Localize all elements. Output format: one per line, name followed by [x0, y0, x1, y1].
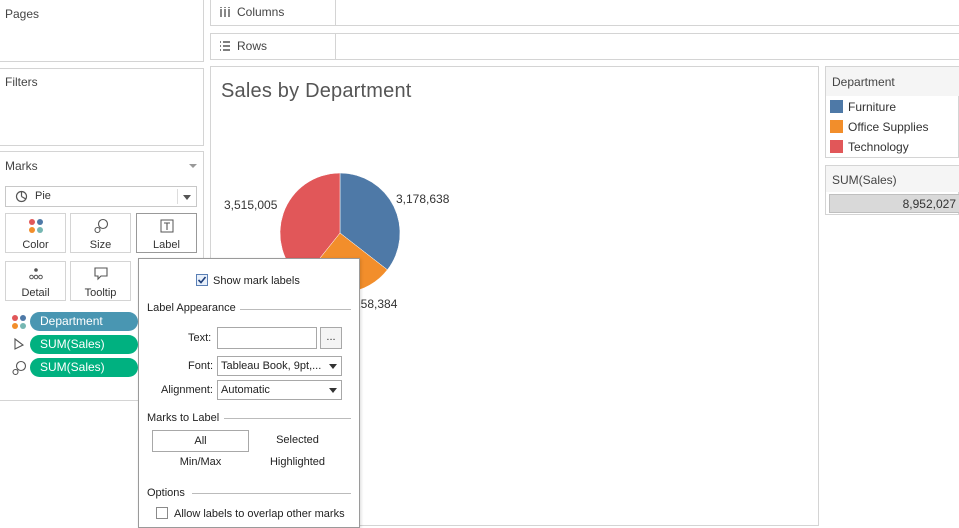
pie-data-label: 258,384 [354, 297, 398, 311]
legend-title: Department [832, 75, 895, 89]
pill-sum-sales-size-text: SUM(Sales) [40, 360, 105, 374]
rows-divider [335, 34, 336, 60]
label-label: Label [153, 239, 180, 251]
marks-option-minmax[interactable]: Min/Max [152, 452, 249, 474]
allow-overlap-checkbox[interactable] [156, 507, 168, 519]
pages-shelf[interactable]: Pages [0, 0, 204, 62]
rows-shelf[interactable]: Rows [210, 33, 959, 60]
rows-label: Rows [237, 39, 268, 53]
color-button[interactable]: Color [5, 213, 66, 253]
chevron-down-icon [183, 195, 191, 200]
text-t-icon [137, 218, 196, 238]
filters-shelf[interactable]: Filters [0, 68, 204, 146]
pie-data-label: 3,515,005 [224, 198, 278, 212]
dropdown-divider [177, 189, 178, 204]
tooltip-label: Tooltip [84, 287, 117, 299]
marks-to-label-rule [224, 418, 351, 419]
size-legend-bar [829, 194, 959, 213]
marks-option-highlighted-text: Highlighted [269, 456, 326, 468]
chevron-down-icon [329, 388, 337, 393]
legend-swatch [830, 120, 843, 133]
pill-department[interactable]: Department [30, 312, 138, 331]
marks-option-selected[interactable]: Selected [249, 430, 346, 452]
department-legend: Department [825, 66, 959, 158]
legend-swatch [830, 100, 843, 113]
columns-divider [335, 0, 336, 25]
size-legend-value: 8,952,027 [902, 197, 956, 211]
checkmark-icon [197, 276, 207, 284]
size-icon [71, 218, 130, 238]
marks-option-minmax-text: Min/Max [179, 456, 222, 468]
legend-header [826, 67, 959, 96]
font-label: Font: [188, 360, 214, 372]
marks-option-highlighted[interactable]: Highlighted [249, 452, 346, 474]
size-legend: SUM(Sales) 8,952,027 [825, 165, 959, 215]
mark-type-dropdown[interactable]: Pie [5, 186, 197, 207]
tooltip-icon [71, 266, 130, 286]
font-dropdown-value: Tableau Book, 9pt,... [221, 360, 322, 372]
marks-option-selected-text: Selected [276, 434, 319, 446]
allow-overlap-label[interactable]: Allow labels to overlap other marks [174, 508, 345, 520]
legend-item-label: Office Supplies [848, 120, 929, 134]
filters-title: Filters [5, 75, 38, 89]
alignment-dropdown[interactable]: Automatic [217, 380, 342, 400]
alignment-dropdown-value: Automatic [221, 384, 270, 396]
show-mark-labels-checkbox[interactable] [196, 274, 208, 286]
alignment-label: Alignment: [161, 384, 213, 396]
marks-to-label-heading: Marks to Label [147, 412, 220, 424]
label-appearance-rule [240, 309, 351, 310]
pie-slice-furniture[interactable] [339, 172, 401, 271]
marks-menu-icon[interactable] [189, 164, 197, 168]
color-label: Color [22, 239, 49, 251]
size-legend-title: SUM(Sales) [832, 173, 897, 187]
pill-sum-sales-angle-text: SUM(Sales) [40, 337, 105, 351]
show-mark-labels-label[interactable]: Show mark labels [213, 275, 300, 287]
marks-title: Marks [5, 159, 38, 173]
view-title: Sales by Department [221, 80, 412, 102]
pill-department-text: Department [40, 314, 103, 328]
legend-item-label: Technology [848, 140, 909, 154]
pill-sum-sales-size[interactable]: SUM(Sales) [30, 358, 138, 377]
chevron-down-icon [329, 364, 337, 369]
legend-item-label: Furniture [848, 100, 897, 114]
font-dropdown[interactable]: Tableau Book, 9pt,... [217, 356, 342, 376]
color-dots-icon [11, 314, 27, 330]
text-field-label: Text: [188, 332, 212, 344]
text-field[interactable] [217, 327, 317, 349]
label-icon [11, 360, 27, 376]
label-button[interactable]: Label [136, 213, 197, 253]
options-heading: Options [147, 487, 185, 499]
options-rule [192, 493, 351, 494]
ellipsis-text: ... [326, 331, 336, 343]
label-appearance-heading: Label Appearance [147, 302, 236, 314]
detail-button[interactable]: Detail [5, 261, 66, 301]
text-edit-button[interactable]: ... [320, 327, 342, 349]
detail-label: Detail [21, 287, 50, 299]
pill-sum-sales-angle[interactable]: SUM(Sales) [30, 335, 138, 354]
size-legend-header [826, 166, 959, 192]
angle-icon [12, 337, 26, 351]
detail-icon [6, 266, 65, 286]
pie-icon [15, 190, 28, 203]
marks-option-all[interactable]: All [152, 430, 249, 452]
pie-data-label: 3,178,638 [396, 192, 450, 206]
size-label: Size [89, 239, 112, 251]
pages-title: Pages [5, 7, 40, 21]
mark-type-value: Pie [35, 190, 51, 202]
columns-label: Columns [237, 5, 285, 19]
columns-shelf[interactable]: Columns [210, 0, 959, 26]
legend-swatch [830, 140, 843, 153]
tooltip-button[interactable]: Tooltip [70, 261, 131, 301]
rows-icon [219, 40, 231, 52]
marks-option-all-text: All [194, 435, 207, 447]
size-button[interactable]: Size [70, 213, 131, 253]
color-icon [6, 218, 65, 238]
columns-icon [219, 6, 231, 18]
